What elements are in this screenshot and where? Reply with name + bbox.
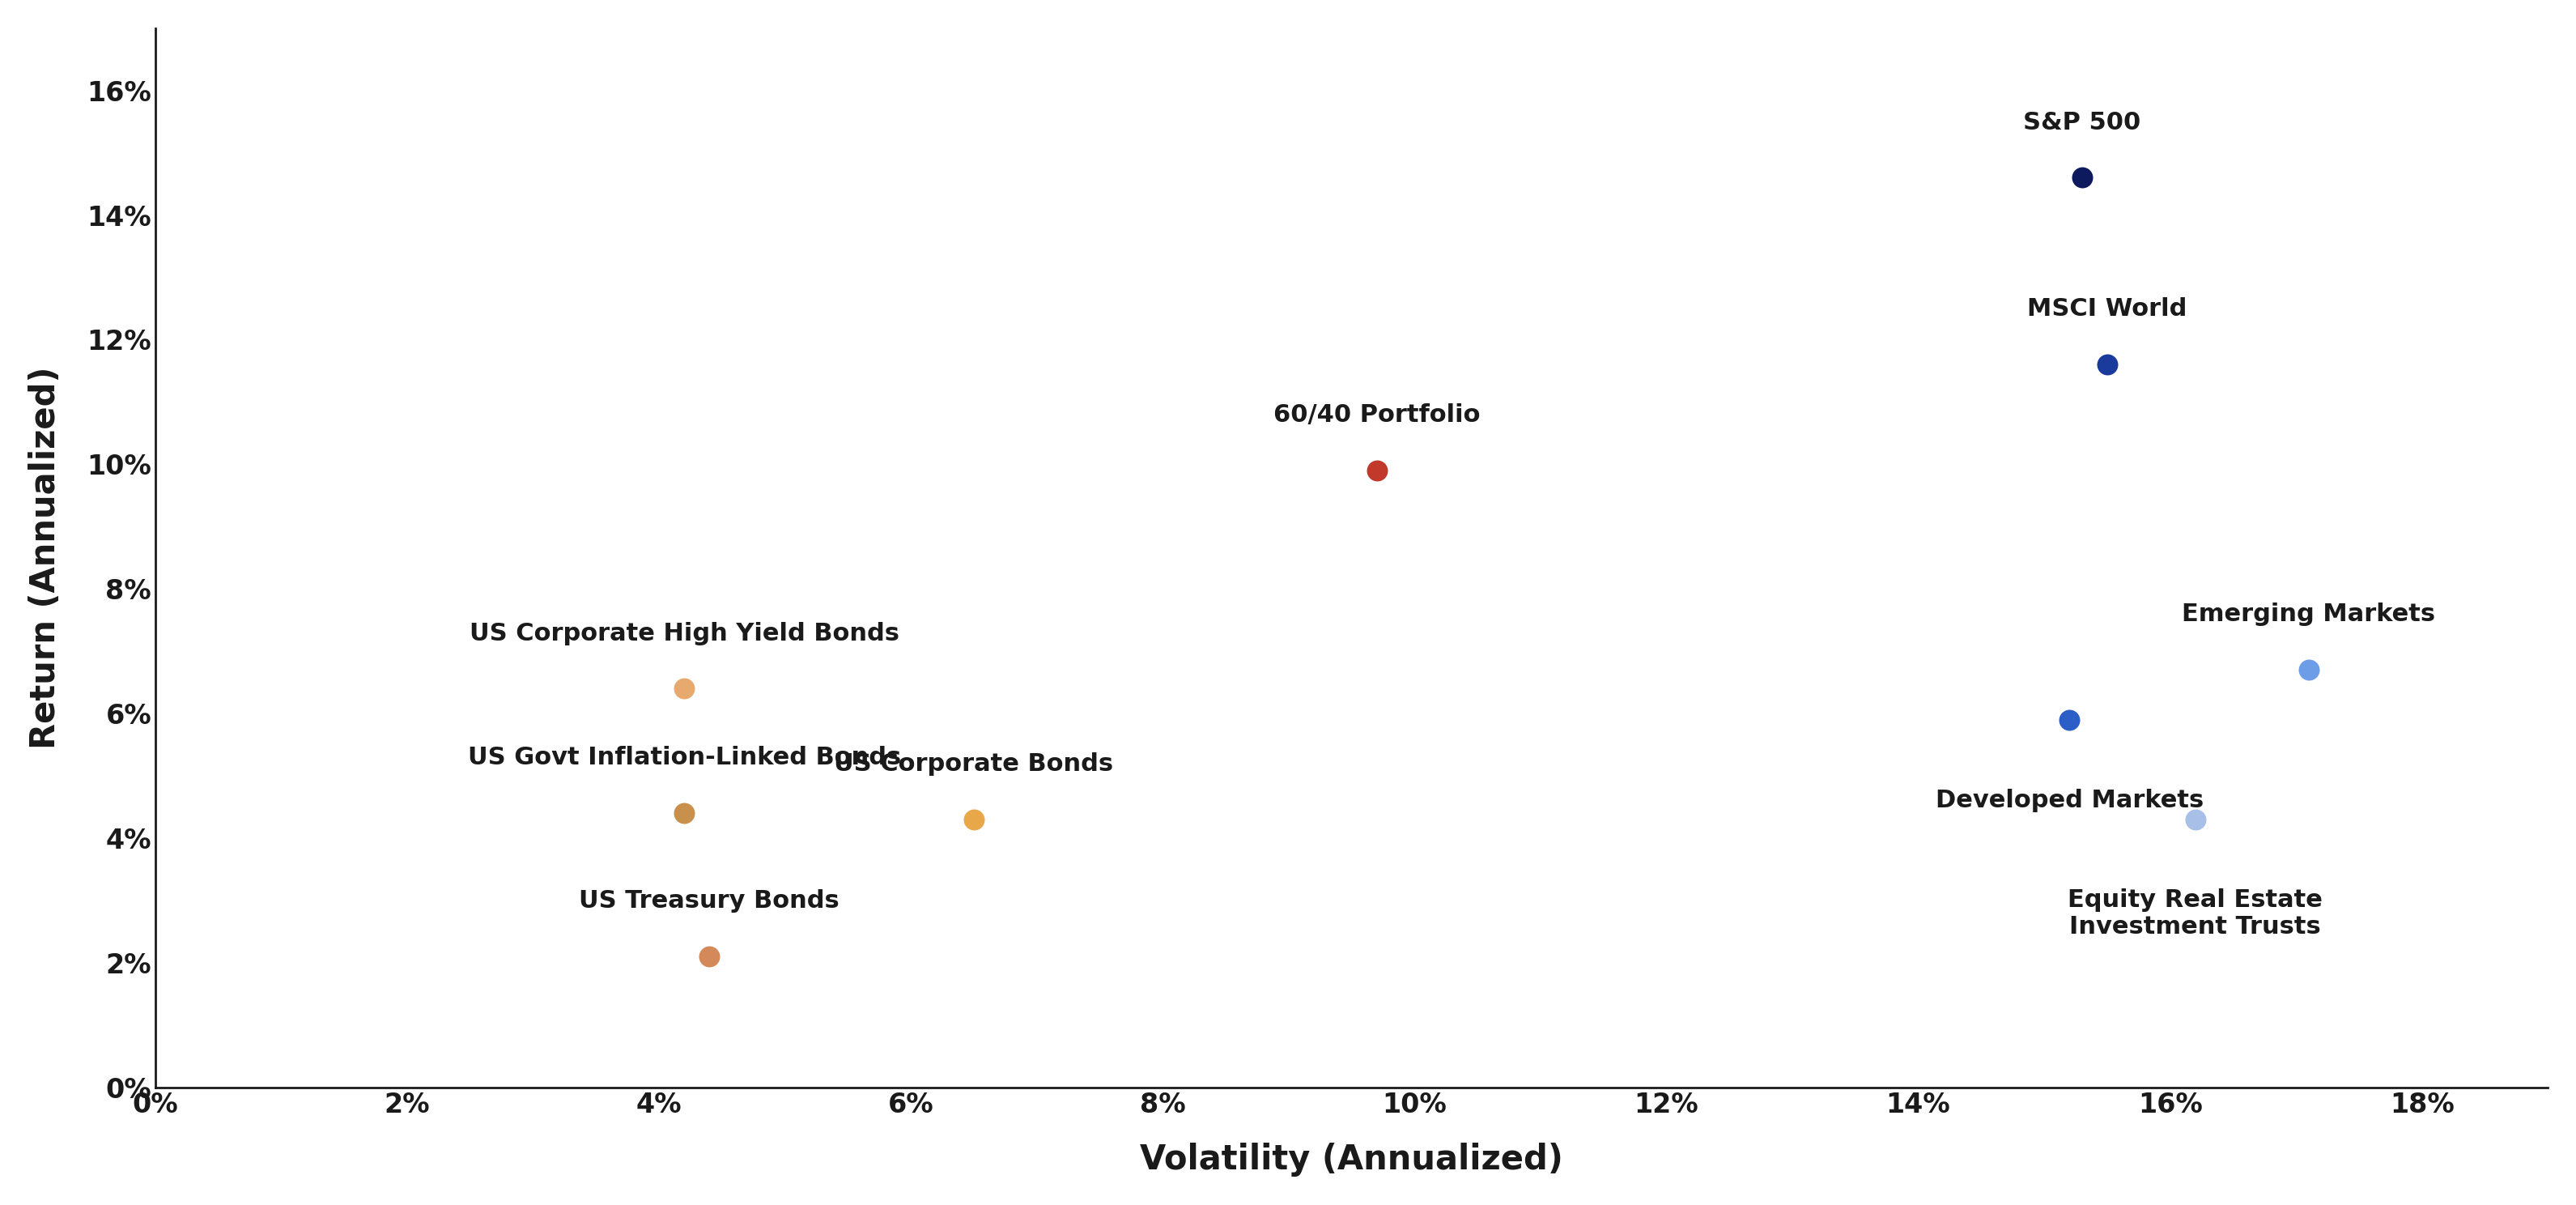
- Point: [1355, 460, 1396, 480]
- Point: [2174, 810, 2215, 829]
- Point: [2048, 710, 2089, 729]
- Text: Emerging Markets: Emerging Markets: [2182, 602, 2434, 627]
- Point: [953, 810, 994, 829]
- Text: Developed Markets: Developed Markets: [1935, 788, 2202, 812]
- Text: Equity Real Estate
Investment Trusts: Equity Real Estate Investment Trusts: [2069, 888, 2324, 939]
- Point: [2061, 167, 2102, 187]
- Point: [2287, 660, 2329, 680]
- Text: US Govt Inflation-Linked Bonds: US Govt Inflation-Linked Bonds: [469, 746, 902, 770]
- Point: [2087, 355, 2128, 375]
- Text: 60/40 Portfolio: 60/40 Portfolio: [1273, 404, 1481, 427]
- Point: [665, 804, 706, 823]
- Point: [665, 678, 706, 698]
- Text: US Corporate Bonds: US Corporate Bonds: [835, 752, 1113, 776]
- Text: S&P 500: S&P 500: [2022, 111, 2141, 134]
- Point: [688, 947, 729, 966]
- Y-axis label: Return (Annualized): Return (Annualized): [28, 366, 62, 750]
- Text: MSCI World: MSCI World: [2027, 298, 2187, 321]
- X-axis label: Volatility (Annualized): Volatility (Annualized): [1141, 1142, 1564, 1177]
- Text: US Corporate High Yield Bonds: US Corporate High Yield Bonds: [469, 622, 899, 645]
- Text: US Treasury Bonds: US Treasury Bonds: [580, 889, 840, 913]
